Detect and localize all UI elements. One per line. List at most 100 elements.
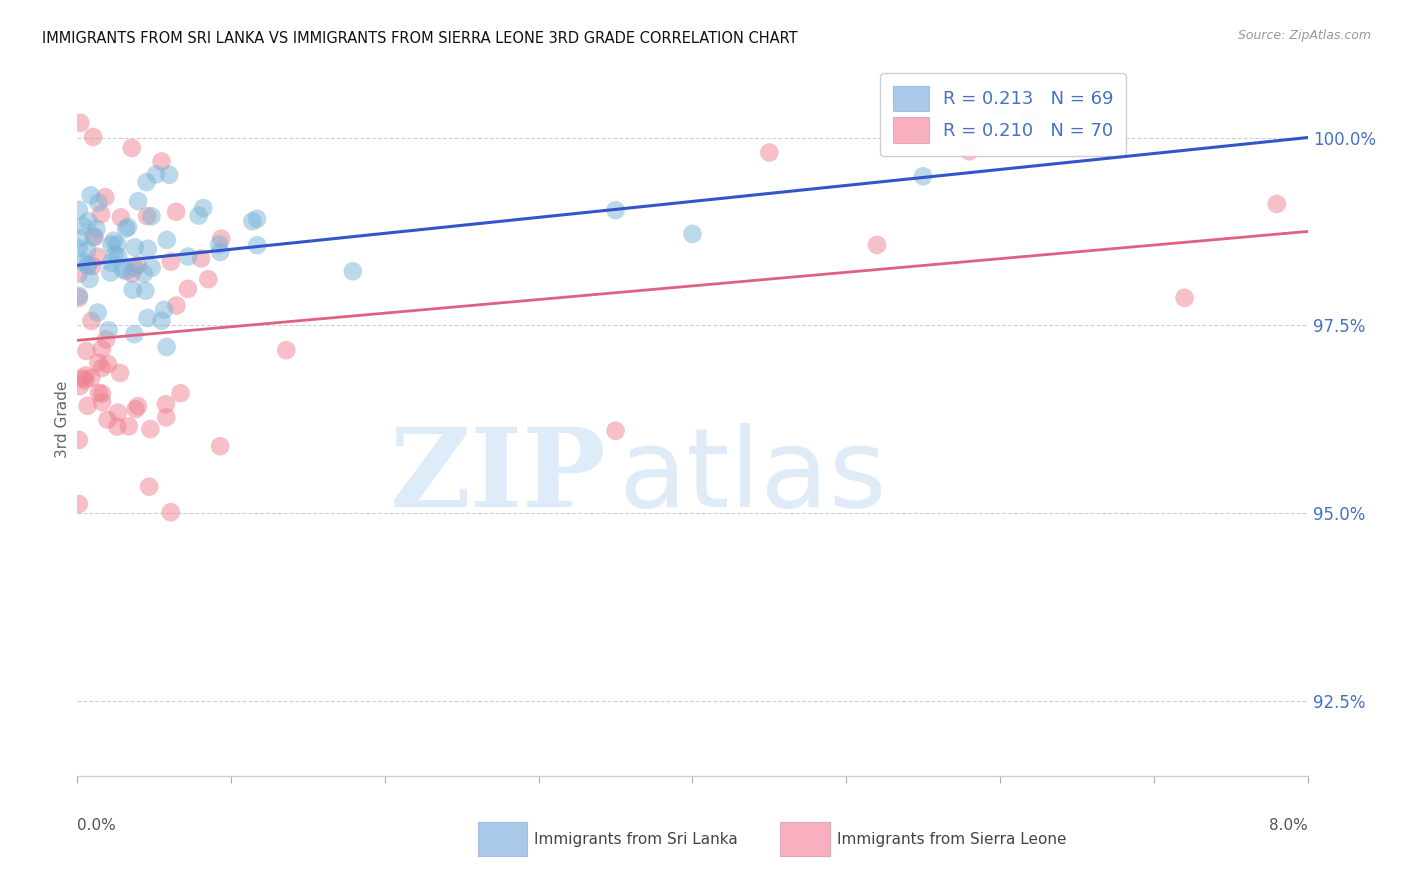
Point	[276, 343, 298, 358]
Text: Immigrants from Sierra Leone: Immigrants from Sierra Leone	[837, 832, 1066, 847]
Point	[69, 231, 91, 245]
Point	[156, 340, 179, 354]
Point	[79, 188, 101, 202]
Point	[124, 240, 146, 254]
Point	[121, 283, 143, 297]
Point	[70, 371, 93, 385]
Point	[83, 229, 105, 244]
Point	[682, 227, 704, 241]
Point	[177, 282, 200, 296]
Point	[127, 399, 149, 413]
Point	[75, 373, 97, 387]
Point	[135, 175, 157, 189]
Point	[86, 221, 108, 235]
Point	[156, 233, 179, 247]
Point	[96, 333, 118, 347]
Point	[108, 366, 131, 380]
Point	[165, 204, 187, 219]
Point	[138, 480, 160, 494]
Point	[82, 130, 104, 145]
Point	[342, 264, 364, 278]
Point	[190, 252, 212, 266]
Point	[134, 284, 156, 298]
Point	[96, 412, 118, 426]
Point	[165, 299, 187, 313]
Point	[69, 116, 91, 130]
Point	[177, 250, 200, 264]
Point	[67, 497, 90, 511]
Point	[150, 154, 173, 169]
Point	[67, 241, 90, 255]
Point	[87, 195, 110, 210]
Point	[86, 250, 108, 264]
Point	[97, 357, 120, 371]
Point	[758, 145, 780, 160]
Point	[208, 237, 231, 252]
Point	[209, 439, 232, 453]
Text: 0.0%: 0.0%	[77, 818, 117, 832]
Point	[104, 247, 127, 261]
Point	[100, 237, 122, 252]
Point	[150, 314, 173, 328]
Point	[87, 386, 110, 401]
Point	[605, 203, 627, 218]
Point	[67, 433, 90, 447]
Point	[107, 249, 129, 263]
Text: ZIP: ZIP	[389, 423, 606, 530]
Point	[246, 238, 269, 252]
Text: Source: ZipAtlas.com: Source: ZipAtlas.com	[1237, 29, 1371, 43]
Point	[193, 201, 215, 215]
Text: Immigrants from Sri Lanka: Immigrants from Sri Lanka	[534, 832, 738, 847]
Point	[67, 267, 90, 281]
Point	[67, 291, 90, 305]
Point	[159, 505, 181, 519]
Point	[605, 424, 627, 438]
Point	[153, 302, 176, 317]
Point	[197, 272, 219, 286]
Point	[76, 258, 98, 272]
Point	[87, 356, 110, 370]
Point	[103, 234, 125, 248]
Point	[90, 207, 112, 221]
Point	[91, 395, 114, 409]
Point	[111, 262, 134, 277]
Point	[124, 327, 146, 342]
Point	[209, 232, 232, 246]
Point	[105, 419, 128, 434]
Point	[136, 242, 159, 256]
Point	[127, 258, 149, 272]
Point	[246, 211, 269, 226]
Point	[97, 323, 120, 337]
Text: 8.0%: 8.0%	[1268, 818, 1308, 832]
Point	[90, 342, 112, 356]
Point	[72, 255, 94, 269]
Point	[187, 209, 209, 223]
Point	[145, 168, 167, 182]
Point	[988, 101, 1011, 115]
Point	[240, 214, 263, 228]
Point	[155, 397, 177, 411]
Point	[80, 371, 103, 385]
Point	[209, 244, 232, 259]
Point	[115, 264, 138, 278]
Y-axis label: 3rd Grade: 3rd Grade	[55, 381, 70, 458]
Point	[118, 419, 141, 434]
Point	[117, 220, 139, 235]
Point	[94, 190, 117, 204]
Point	[957, 145, 980, 159]
Point	[76, 399, 98, 413]
Point	[124, 402, 146, 417]
Point	[110, 211, 132, 225]
Point	[75, 343, 97, 358]
Point	[115, 221, 138, 235]
Point	[82, 259, 104, 273]
Point	[159, 254, 181, 268]
Point	[72, 219, 94, 233]
Point	[67, 289, 90, 303]
Point	[107, 406, 129, 420]
Point	[141, 260, 163, 275]
Point	[82, 230, 104, 244]
Point	[912, 169, 935, 184]
Point	[157, 168, 180, 182]
Point	[136, 209, 159, 223]
